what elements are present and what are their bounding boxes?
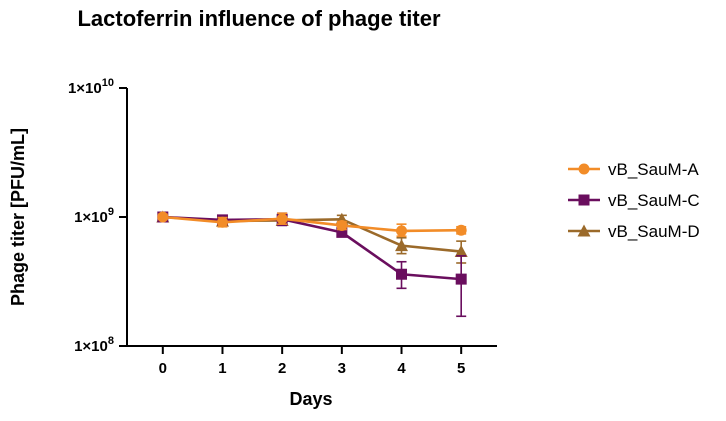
- legend-marker: [577, 224, 591, 237]
- legend-item: vB_SauM-A: [568, 160, 699, 179]
- data-point: [454, 245, 468, 258]
- legend-label: vB_SauM-A: [608, 160, 699, 179]
- legend-marker: [578, 194, 590, 206]
- legend: vB_SauM-A vB_SauM-C vB_SauM-D: [568, 160, 700, 241]
- data-point: [455, 273, 467, 285]
- data-point: [216, 216, 228, 228]
- series-line: [162, 215, 462, 233]
- legend-label: vB_SauM-D: [608, 222, 700, 241]
- x-tick-label: 4: [397, 360, 406, 377]
- x-tick-label: 0: [159, 360, 167, 377]
- data-point: [396, 268, 408, 280]
- series-line: [162, 215, 462, 281]
- y-axis-title: Phage titer [PFU/mL]: [8, 128, 28, 306]
- legend-item: vB_SauM-C: [568, 191, 700, 210]
- data-point: [396, 225, 408, 237]
- chart-title: Lactoferrin influence of phage titer: [77, 6, 440, 31]
- legend-marker: [578, 163, 590, 175]
- series-vB_SauM-C: [157, 211, 467, 318]
- legend-label: vB_SauM-C: [608, 191, 700, 210]
- plot-layer: 1×108 1×109 1×1010 0 1 2 3 4 5: [68, 77, 497, 377]
- data-point: [157, 211, 169, 223]
- legend-item: vB_SauM-D: [568, 222, 700, 241]
- y-tick-label: 1×108: [74, 335, 114, 355]
- x-tick-label: 1: [218, 360, 226, 377]
- data-point: [395, 239, 409, 252]
- series-vB_SauM-A: [157, 211, 467, 237]
- x-axis-title: Days: [289, 389, 332, 409]
- data-point: [336, 226, 348, 238]
- x-tick-label: 3: [338, 360, 346, 377]
- x-tick-label: 2: [278, 360, 286, 377]
- x-tick-label: 5: [457, 360, 465, 377]
- data-point: [336, 219, 348, 231]
- y-tick-label: 1×1010: [68, 77, 114, 97]
- data-point: [455, 224, 467, 236]
- y-tick-label: 1×109: [74, 206, 114, 226]
- data-point: [276, 213, 288, 225]
